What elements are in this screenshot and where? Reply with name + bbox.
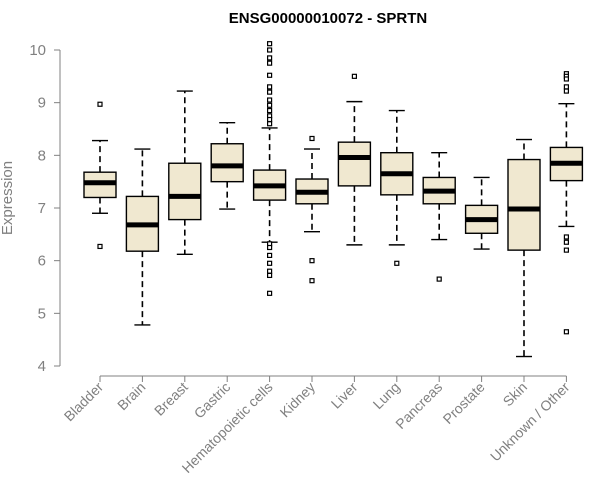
- x-tick-label: Bladder: [61, 379, 107, 425]
- box-brain: [125, 148, 160, 326]
- x-tick-label: Lung: [370, 379, 403, 412]
- x-tick-label: Unknown / Other: [487, 379, 573, 465]
- outlier-point: [563, 234, 570, 240]
- box-prostate: [464, 176, 499, 250]
- outlier-point: [563, 84, 570, 90]
- outlier-point: [267, 55, 273, 61]
- box-iqr: [168, 162, 202, 221]
- outlier-point: [436, 276, 442, 282]
- outlier-point: [267, 41, 273, 47]
- x-tick-label: Prostate: [440, 379, 488, 427]
- outlier-point: [267, 107, 273, 114]
- box-unknown-other: [549, 71, 584, 335]
- x-tick-label: Liver: [328, 379, 361, 412]
- outlier-point: [267, 84, 273, 90]
- outlier-point: [563, 76, 570, 82]
- outlier-point: [267, 290, 273, 296]
- outlier-point: [309, 278, 315, 284]
- outlier-point: [267, 89, 273, 95]
- y-tick-label: 10: [29, 42, 46, 59]
- x-tick-label: Skin: [500, 379, 531, 410]
- outlier-point: [97, 101, 103, 107]
- outlier-point: [267, 272, 273, 279]
- outlier-point: [563, 247, 570, 253]
- box-kidney: [295, 135, 329, 284]
- x-tick-label: Pancreas: [392, 379, 445, 432]
- box-bladder: [83, 101, 117, 250]
- outlier-point: [563, 88, 570, 94]
- outlier-point: [267, 260, 273, 266]
- outlier-point: [97, 243, 103, 250]
- box-gastric: [210, 121, 244, 210]
- x-tick-label: Brain: [114, 379, 148, 413]
- chart-title: ENSG00000010072 - SPRTN: [229, 10, 427, 27]
- outlier-point: [351, 73, 357, 79]
- box-pancreas: [422, 151, 456, 282]
- y-tick-label: 7: [38, 200, 46, 217]
- outlier-point: [267, 244, 273, 251]
- outlier-point: [563, 329, 570, 335]
- outlier-point: [394, 260, 400, 266]
- outlier-point: [267, 121, 273, 127]
- box-iqr: [507, 158, 541, 251]
- box-lung: [380, 109, 414, 266]
- y-axis-label: Expression: [0, 161, 16, 235]
- box-hematopoietic-cells: [252, 41, 287, 296]
- outlier-point: [267, 116, 273, 123]
- outlier-point: [309, 135, 315, 142]
- outlier-point: [267, 268, 273, 274]
- box-series: [83, 41, 584, 358]
- outlier-point: [267, 97, 273, 103]
- box-iqr: [337, 141, 372, 187]
- box-breast: [168, 90, 202, 256]
- box-liver: [337, 73, 372, 246]
- outlier-point: [267, 47, 273, 53]
- outlier-point: [267, 252, 273, 258]
- outlier-point: [267, 102, 273, 108]
- x-tick-label: Breast: [151, 379, 191, 419]
- outlier-point: [309, 258, 315, 264]
- outlier-point: [267, 72, 273, 78]
- y-axis: 4 5 6 7 8 9 10: [29, 42, 61, 375]
- y-tick-label: 8: [38, 147, 46, 164]
- outlier-point: [267, 60, 273, 66]
- outlier-point: [563, 239, 570, 245]
- y-tick-label: 6: [38, 253, 46, 270]
- box-skin: [507, 138, 541, 358]
- y-tick-label: 4: [38, 358, 46, 375]
- y-tick-label: 5: [38, 305, 46, 322]
- box-iqr: [210, 143, 244, 183]
- x-tick-label: Kidney: [277, 379, 319, 421]
- y-tick-label: 9: [38, 95, 46, 112]
